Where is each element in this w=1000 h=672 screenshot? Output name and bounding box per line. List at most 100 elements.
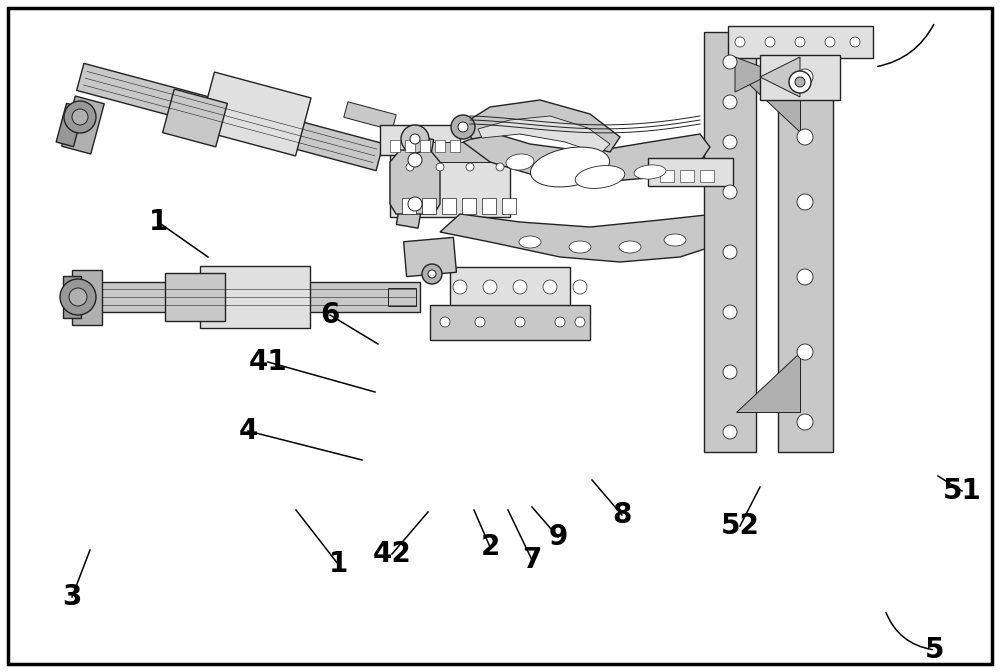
Polygon shape — [435, 140, 445, 152]
Polygon shape — [422, 198, 436, 214]
Ellipse shape — [519, 236, 541, 248]
Circle shape — [513, 280, 527, 294]
Text: 41: 41 — [249, 348, 287, 376]
Circle shape — [573, 280, 587, 294]
Circle shape — [451, 115, 475, 139]
Circle shape — [410, 134, 420, 144]
Polygon shape — [760, 57, 800, 97]
Circle shape — [440, 317, 450, 327]
Polygon shape — [736, 72, 800, 132]
Text: 3: 3 — [62, 583, 82, 611]
Circle shape — [483, 280, 497, 294]
Circle shape — [496, 163, 504, 171]
Ellipse shape — [530, 147, 610, 187]
Polygon shape — [442, 198, 456, 214]
Circle shape — [543, 280, 557, 294]
Text: 9: 9 — [548, 523, 568, 551]
Circle shape — [795, 77, 805, 87]
Polygon shape — [680, 170, 694, 182]
Text: 1: 1 — [148, 208, 168, 236]
Circle shape — [453, 280, 467, 294]
Circle shape — [428, 270, 436, 278]
Polygon shape — [199, 72, 311, 156]
Circle shape — [765, 37, 775, 47]
Circle shape — [723, 245, 737, 259]
Ellipse shape — [664, 234, 686, 246]
Polygon shape — [410, 142, 510, 162]
Text: 7: 7 — [522, 546, 542, 574]
Polygon shape — [165, 273, 225, 321]
Polygon shape — [478, 116, 610, 154]
Circle shape — [458, 122, 468, 132]
Polygon shape — [420, 140, 430, 152]
Polygon shape — [390, 150, 440, 214]
Polygon shape — [648, 158, 732, 186]
Polygon shape — [660, 170, 674, 182]
Ellipse shape — [506, 154, 534, 170]
Circle shape — [795, 37, 805, 47]
Polygon shape — [72, 269, 102, 325]
Circle shape — [408, 153, 422, 167]
Circle shape — [723, 365, 737, 379]
Ellipse shape — [634, 165, 666, 179]
Text: 42: 42 — [373, 540, 411, 568]
Text: 8: 8 — [612, 501, 632, 529]
Polygon shape — [735, 57, 775, 92]
Polygon shape — [380, 125, 460, 155]
Polygon shape — [402, 198, 416, 214]
Circle shape — [797, 69, 813, 85]
Circle shape — [723, 55, 737, 69]
Text: 5: 5 — [925, 636, 945, 664]
Polygon shape — [440, 214, 730, 262]
Polygon shape — [463, 132, 710, 182]
Polygon shape — [450, 140, 460, 152]
Circle shape — [408, 197, 422, 211]
Circle shape — [797, 269, 813, 285]
Circle shape — [723, 135, 737, 149]
Circle shape — [797, 129, 813, 145]
Polygon shape — [700, 170, 714, 182]
Circle shape — [60, 279, 96, 315]
Ellipse shape — [575, 165, 625, 188]
Polygon shape — [760, 54, 840, 99]
Circle shape — [575, 317, 585, 327]
Circle shape — [723, 425, 737, 439]
Circle shape — [723, 185, 737, 199]
Polygon shape — [390, 147, 510, 217]
Text: 6: 6 — [320, 301, 340, 329]
Polygon shape — [463, 100, 620, 152]
Polygon shape — [56, 103, 84, 146]
Ellipse shape — [569, 241, 591, 253]
Polygon shape — [200, 266, 310, 328]
Polygon shape — [344, 101, 396, 130]
Circle shape — [466, 163, 474, 171]
Polygon shape — [430, 304, 590, 339]
Text: 52: 52 — [721, 512, 759, 540]
Circle shape — [515, 317, 525, 327]
Circle shape — [723, 95, 737, 109]
Polygon shape — [405, 140, 415, 152]
Circle shape — [475, 317, 485, 327]
Polygon shape — [77, 63, 383, 171]
Circle shape — [723, 305, 737, 319]
Polygon shape — [502, 198, 516, 214]
Polygon shape — [62, 96, 104, 154]
Polygon shape — [462, 198, 476, 214]
Circle shape — [797, 344, 813, 360]
Polygon shape — [482, 198, 496, 214]
Circle shape — [735, 37, 745, 47]
Circle shape — [789, 71, 811, 93]
Circle shape — [797, 194, 813, 210]
Circle shape — [72, 109, 88, 125]
Polygon shape — [163, 89, 227, 147]
Text: 51: 51 — [943, 477, 981, 505]
Circle shape — [401, 125, 429, 153]
Circle shape — [797, 414, 813, 430]
Polygon shape — [404, 237, 456, 277]
Polygon shape — [778, 32, 832, 452]
Polygon shape — [80, 282, 420, 312]
Circle shape — [69, 288, 87, 306]
Polygon shape — [704, 32, 756, 452]
Circle shape — [64, 101, 96, 133]
Polygon shape — [396, 136, 434, 228]
